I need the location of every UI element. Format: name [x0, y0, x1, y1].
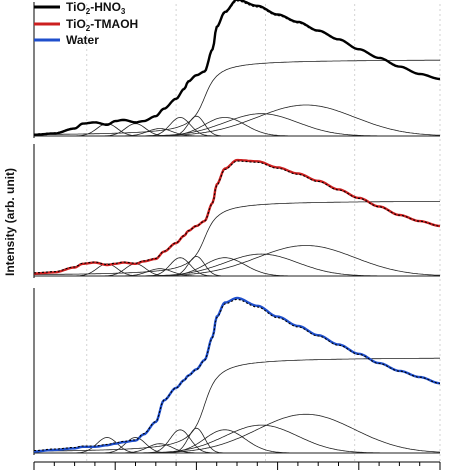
fit-component-9 [34, 201, 440, 275]
legend-entry-tmaoh: TiO2-TMAOH [34, 17, 138, 33]
vertical-grid [86, 4, 441, 462]
fit-component-8 [34, 245, 441, 277]
series-line [33, 0, 441, 136]
legend: TiO2-HNO3 TiO2-TMAOH Water [34, 0, 138, 47]
fit-line [34, 0, 441, 135]
fit-component-6 [34, 429, 440, 454]
fit-component-8 [34, 413, 441, 454]
legend-label-water: Water [66, 33, 99, 47]
panels [33, 0, 441, 455]
fit-component-9 [34, 357, 440, 452]
fit-component-9 [34, 59, 440, 135]
legend-entry-water: Water [34, 33, 99, 47]
fit-component-6 [34, 257, 440, 277]
legend-entry-hno3: TiO2-HNO3 [34, 0, 126, 16]
panel-2 [33, 144, 441, 278]
fit-component-6 [34, 117, 440, 137]
x-axis [33, 461, 441, 470]
legend-label-tmaoh: TiO2-TMAOH [66, 17, 138, 33]
fit-line [33, 160, 441, 274]
fit-component-1 [34, 437, 440, 454]
panel-3 [33, 288, 441, 455]
series-line [34, 296, 441, 453]
fit-line [34, 298, 441, 452]
fit-component-8 [34, 104, 441, 137]
y-axis-label: Intensity (arb. unit) [3, 168, 17, 276]
series-line [33, 158, 441, 275]
fit-component-1 [34, 123, 440, 137]
legend-label-hno3: TiO2-HNO3 [66, 0, 126, 16]
panel-1 [33, 0, 441, 138]
